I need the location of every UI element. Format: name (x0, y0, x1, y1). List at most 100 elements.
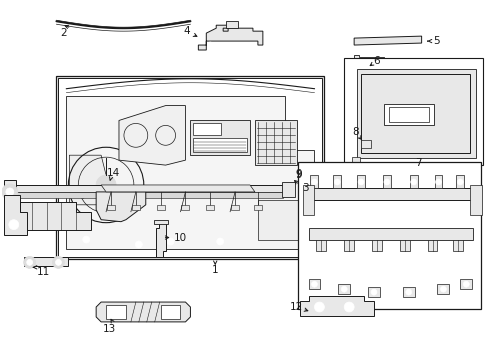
Circle shape (311, 281, 317, 287)
Polygon shape (459, 279, 471, 289)
Polygon shape (69, 155, 106, 205)
Circle shape (6, 188, 14, 196)
Polygon shape (452, 239, 462, 251)
Circle shape (207, 42, 213, 48)
Text: 14: 14 (106, 168, 120, 178)
Bar (344, 58, 482, 165)
Bar (59, 78, 322, 257)
Polygon shape (96, 192, 145, 222)
Circle shape (405, 289, 411, 295)
Circle shape (24, 256, 36, 268)
Bar (257, 200, 309, 239)
Text: 8: 8 (351, 127, 358, 138)
Circle shape (370, 289, 376, 295)
Circle shape (96, 175, 116, 195)
Bar (356, 69, 475, 158)
Text: 10: 10 (174, 233, 187, 243)
Polygon shape (225, 21, 238, 28)
Circle shape (440, 286, 446, 292)
Circle shape (357, 179, 364, 185)
Polygon shape (253, 205, 262, 210)
Bar (383, 104, 433, 125)
Polygon shape (153, 220, 167, 224)
Polygon shape (402, 287, 414, 297)
Circle shape (55, 260, 61, 265)
Circle shape (52, 256, 64, 268)
Polygon shape (434, 175, 442, 188)
Polygon shape (10, 192, 282, 198)
Bar (360, 140, 370, 148)
Polygon shape (316, 239, 325, 251)
Text: 12: 12 (289, 302, 303, 312)
Circle shape (314, 302, 324, 312)
Polygon shape (367, 287, 379, 297)
Polygon shape (155, 222, 165, 257)
Polygon shape (299, 296, 373, 316)
Circle shape (334, 179, 340, 185)
Bar (360, 74, 469, 153)
Polygon shape (24, 257, 68, 266)
Polygon shape (437, 284, 448, 294)
Circle shape (27, 260, 33, 265)
Polygon shape (101, 185, 254, 192)
Circle shape (462, 281, 468, 287)
Circle shape (167, 238, 174, 245)
Circle shape (344, 302, 353, 312)
Polygon shape (302, 185, 314, 215)
Text: 13: 13 (102, 324, 116, 334)
Polygon shape (455, 175, 463, 188)
Polygon shape (333, 175, 341, 188)
Polygon shape (132, 205, 140, 210)
Polygon shape (281, 182, 294, 197)
Bar (56, 76, 324, 260)
Polygon shape (353, 55, 383, 63)
Polygon shape (353, 36, 421, 45)
Polygon shape (427, 239, 437, 251)
Polygon shape (310, 175, 318, 188)
Text: 6: 6 (373, 56, 380, 66)
Text: 4: 4 (183, 26, 189, 36)
Polygon shape (308, 279, 320, 289)
Bar (297, 162, 480, 309)
Bar (106, 305, 126, 319)
Circle shape (311, 179, 317, 185)
Text: 2: 2 (60, 28, 66, 38)
Bar (161, 305, 180, 319)
Polygon shape (20, 202, 91, 230)
Polygon shape (66, 96, 314, 249)
Circle shape (410, 179, 416, 185)
Text: 5: 5 (432, 36, 439, 46)
Polygon shape (469, 185, 481, 215)
Polygon shape (198, 25, 263, 50)
Text: 11: 11 (37, 267, 50, 277)
Text: 1: 1 (211, 265, 218, 275)
Polygon shape (156, 205, 164, 210)
Circle shape (216, 238, 223, 245)
Polygon shape (338, 284, 349, 294)
Bar (193, 138, 246, 152)
Polygon shape (371, 239, 381, 251)
Polygon shape (409, 175, 417, 188)
Polygon shape (96, 302, 190, 322)
Circle shape (9, 220, 19, 230)
Polygon shape (304, 188, 475, 200)
Polygon shape (399, 239, 409, 251)
Polygon shape (309, 228, 472, 239)
Circle shape (82, 236, 89, 243)
Polygon shape (4, 180, 16, 203)
Circle shape (341, 286, 346, 292)
Circle shape (383, 179, 389, 185)
Polygon shape (206, 205, 214, 210)
Circle shape (2, 184, 18, 200)
Text: 3: 3 (302, 183, 308, 193)
Polygon shape (7, 185, 284, 192)
Bar (193, 123, 221, 135)
Polygon shape (382, 175, 390, 188)
Bar (388, 107, 427, 122)
Text: 9: 9 (295, 169, 301, 179)
Polygon shape (181, 205, 189, 210)
Polygon shape (344, 239, 353, 251)
Circle shape (135, 241, 142, 248)
Bar (351, 157, 359, 165)
Polygon shape (119, 105, 185, 165)
